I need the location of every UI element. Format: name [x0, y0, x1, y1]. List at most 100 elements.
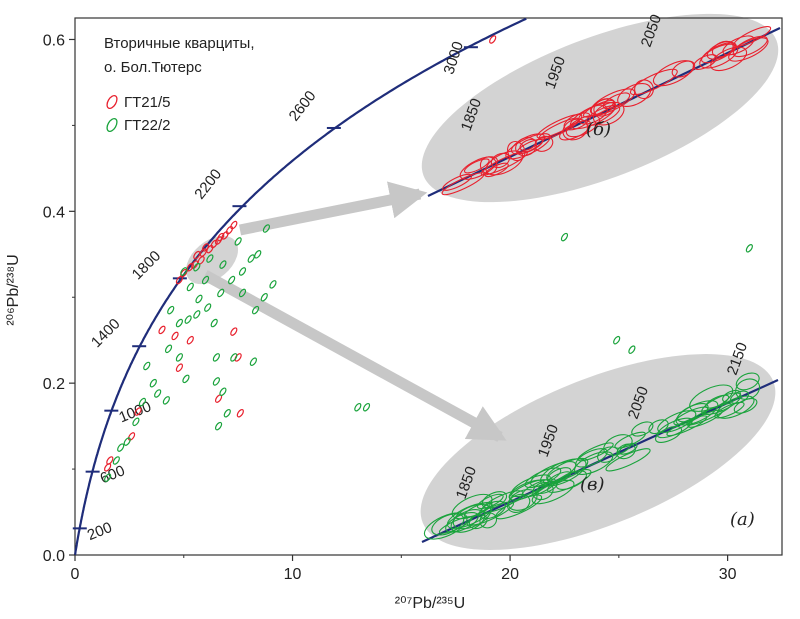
- inset-data-point: [539, 458, 587, 487]
- data-point: [143, 361, 151, 371]
- inset-data-point: [677, 403, 709, 423]
- data-point: [262, 224, 271, 233]
- concordia-age-label: 600: [98, 462, 128, 487]
- y-tick-label: 0.0: [43, 548, 65, 565]
- inset-data-point: [603, 434, 633, 456]
- inset-data-point: [507, 140, 526, 162]
- data-point: [238, 267, 247, 276]
- data-point: [238, 288, 247, 298]
- inset-data-point: [629, 68, 678, 96]
- data-point: [560, 232, 569, 242]
- data-point: [184, 315, 192, 324]
- data-point: [230, 220, 238, 230]
- data-point: [112, 456, 120, 465]
- legend-title-line2: о. Бол.Тютерс: [104, 59, 202, 76]
- inset-data-point: [616, 443, 636, 460]
- legend: Вторичные кварциты, о. Бол.Тютерс ГТ21/5…: [104, 35, 255, 134]
- inset-data-point: [614, 431, 646, 449]
- data-point: [154, 389, 162, 398]
- y-tick-label: 0.4: [43, 204, 65, 221]
- inset-data-point: [441, 172, 485, 196]
- data-point: [217, 288, 225, 298]
- y-tick-label: 0.2: [43, 376, 65, 393]
- inset-data-point: [701, 392, 742, 416]
- data-point: [193, 250, 201, 260]
- x-tick-label: 20: [501, 566, 519, 583]
- data-point: [164, 344, 173, 354]
- legend-label-gt22: ГТ22/2: [124, 117, 170, 134]
- data-point: [219, 387, 227, 397]
- data-point: [201, 243, 210, 252]
- x-axis-label: ²⁰⁷Pb/²³⁵U: [395, 595, 465, 612]
- inset-data-point: [618, 442, 638, 455]
- legend-title-line1: Вторичные кварциты,: [104, 35, 255, 52]
- data-point: [201, 275, 210, 285]
- data-point: [230, 327, 238, 336]
- data-point: [193, 310, 201, 319]
- data-point: [127, 432, 136, 441]
- data-point: [132, 417, 140, 427]
- data-point: [117, 443, 125, 452]
- data-point: [613, 335, 621, 345]
- data-point: [214, 236, 223, 245]
- data-point: [254, 250, 262, 259]
- inset-data-point: [710, 46, 748, 72]
- data-point: [123, 437, 131, 446]
- inset-data-point: [451, 493, 493, 520]
- inset-data-point: [546, 457, 589, 482]
- inset-data-point: [505, 133, 551, 160]
- data-point: [182, 374, 190, 384]
- inset-data-point: [516, 138, 544, 155]
- arrow-to-inset-b: [238, 181, 428, 236]
- data-point: [104, 463, 112, 472]
- inset-data-point: [431, 513, 465, 536]
- inset-data-point: [555, 470, 588, 490]
- data-point: [236, 408, 244, 418]
- data-point: [212, 377, 221, 386]
- inset-data-point: [605, 448, 651, 472]
- y-axis-label: ²⁰⁶Pb/²³⁸U: [5, 254, 22, 325]
- data-point: [249, 357, 257, 366]
- inset-data-point: [733, 398, 758, 414]
- data-point: [219, 260, 227, 269]
- y-tick-label: 0.6: [43, 32, 65, 49]
- data-point: [247, 254, 255, 263]
- x-tick-label: 0: [71, 566, 80, 583]
- data-point: [210, 318, 218, 328]
- data-point: [204, 303, 212, 312]
- data-point: [260, 292, 268, 302]
- inset-data-point: [484, 162, 509, 178]
- concordia-age-label: 2200: [191, 166, 225, 203]
- concordia-age-label: 2600: [286, 88, 320, 125]
- inset-data-point: [631, 421, 654, 437]
- concordia-age-label: 1800: [129, 248, 165, 284]
- data-point: [162, 396, 170, 405]
- data-point: [191, 260, 199, 269]
- inset-data-point: [735, 378, 761, 400]
- data-point: [225, 225, 234, 235]
- data-point: [175, 363, 184, 372]
- legend-label-gt21: ГТ21/5: [124, 94, 170, 111]
- x-tick-label: 10: [284, 566, 302, 583]
- inset-data-point: [711, 40, 734, 58]
- data-point: [354, 402, 362, 412]
- inset-data-point: [478, 500, 506, 520]
- data-point: [175, 318, 184, 328]
- data-point: [167, 305, 175, 315]
- inset-data-point: [714, 401, 745, 419]
- data-point: [138, 397, 147, 407]
- data-point: [199, 248, 207, 257]
- data-point: [230, 353, 238, 362]
- concordia-age-label: 3000: [441, 39, 467, 76]
- data-point: [134, 407, 142, 416]
- inset-data-point: [722, 389, 741, 403]
- plot-frame: [74, 17, 783, 556]
- inset-data-point: [532, 481, 554, 501]
- inset-data-point: [536, 113, 583, 139]
- inset-data-point: [423, 512, 468, 540]
- inset-data-point: [468, 514, 488, 530]
- data-point: [175, 353, 184, 362]
- inset-data-point: [716, 395, 755, 419]
- inset-data-point: [563, 112, 591, 131]
